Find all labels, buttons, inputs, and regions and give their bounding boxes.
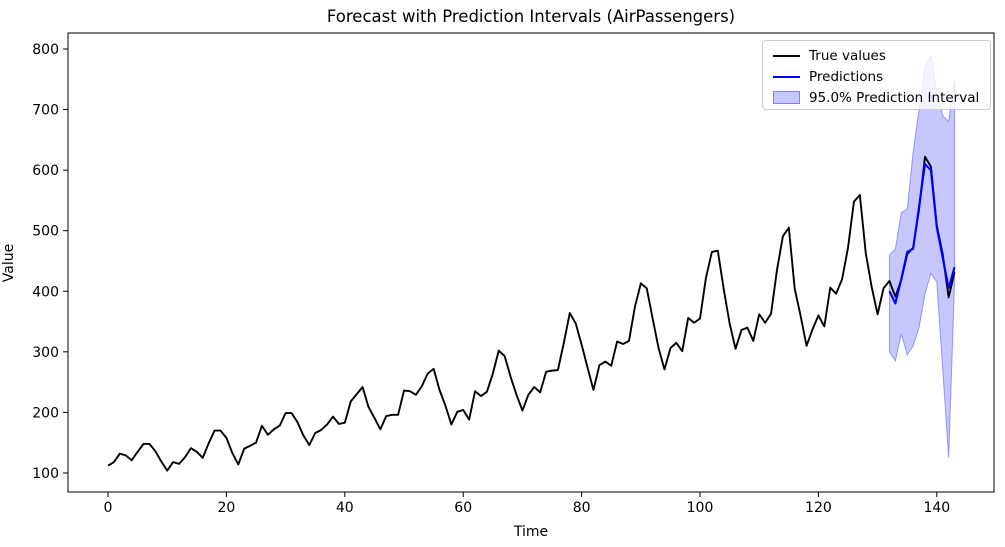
legend-item-prediction-interval: 95.0% Prediction Interval [773,87,990,108]
y-tick-label: 400 [32,284,59,300]
predictions-line-swatch [773,75,800,78]
x-axis: 0 20 40 60 80 100 120 140 [104,492,950,516]
legend: True values Predictions 95.0% Prediction… [762,40,991,110]
x-tick-label: 60 [454,500,472,516]
x-tick-label: 140 [923,500,950,516]
legend-label: Predictions [809,68,884,85]
y-tick-label: 300 [32,345,59,361]
legend-item-true-values: True values [773,45,990,66]
y-tick-label: 200 [32,405,59,421]
legend-label: True values [809,47,886,64]
true-values-line-swatch [773,54,800,57]
predictions-line [888,163,956,305]
x-tick-label: 100 [687,500,714,516]
y-axis: 100 200 300 400 500 600 700 800 [32,42,68,482]
x-axis-label: Time [513,524,549,540]
prediction-interval-band [888,53,956,458]
legend-item-predictions: Predictions [773,66,990,87]
y-tick-label: 500 [32,224,59,240]
x-tick-label: 20 [218,500,236,516]
prediction-interval-swatch [773,91,800,104]
legend-label: 95.0% Prediction Interval [809,89,980,106]
y-tick-label: 700 [32,103,59,119]
x-tick-label: 80 [573,500,591,516]
y-axis-label: Value [1,243,17,283]
chart-title: Forecast with Prediction Intervals (AirP… [326,7,736,26]
plot-border [67,32,995,493]
y-tick-label: 600 [32,163,59,179]
x-tick-label: 40 [336,500,354,516]
y-tick-label: 100 [32,466,59,482]
y-tick-label: 800 [32,42,59,58]
true-values-line [107,155,956,472]
x-tick-label: 0 [104,500,113,516]
x-tick-label: 120 [805,500,832,516]
